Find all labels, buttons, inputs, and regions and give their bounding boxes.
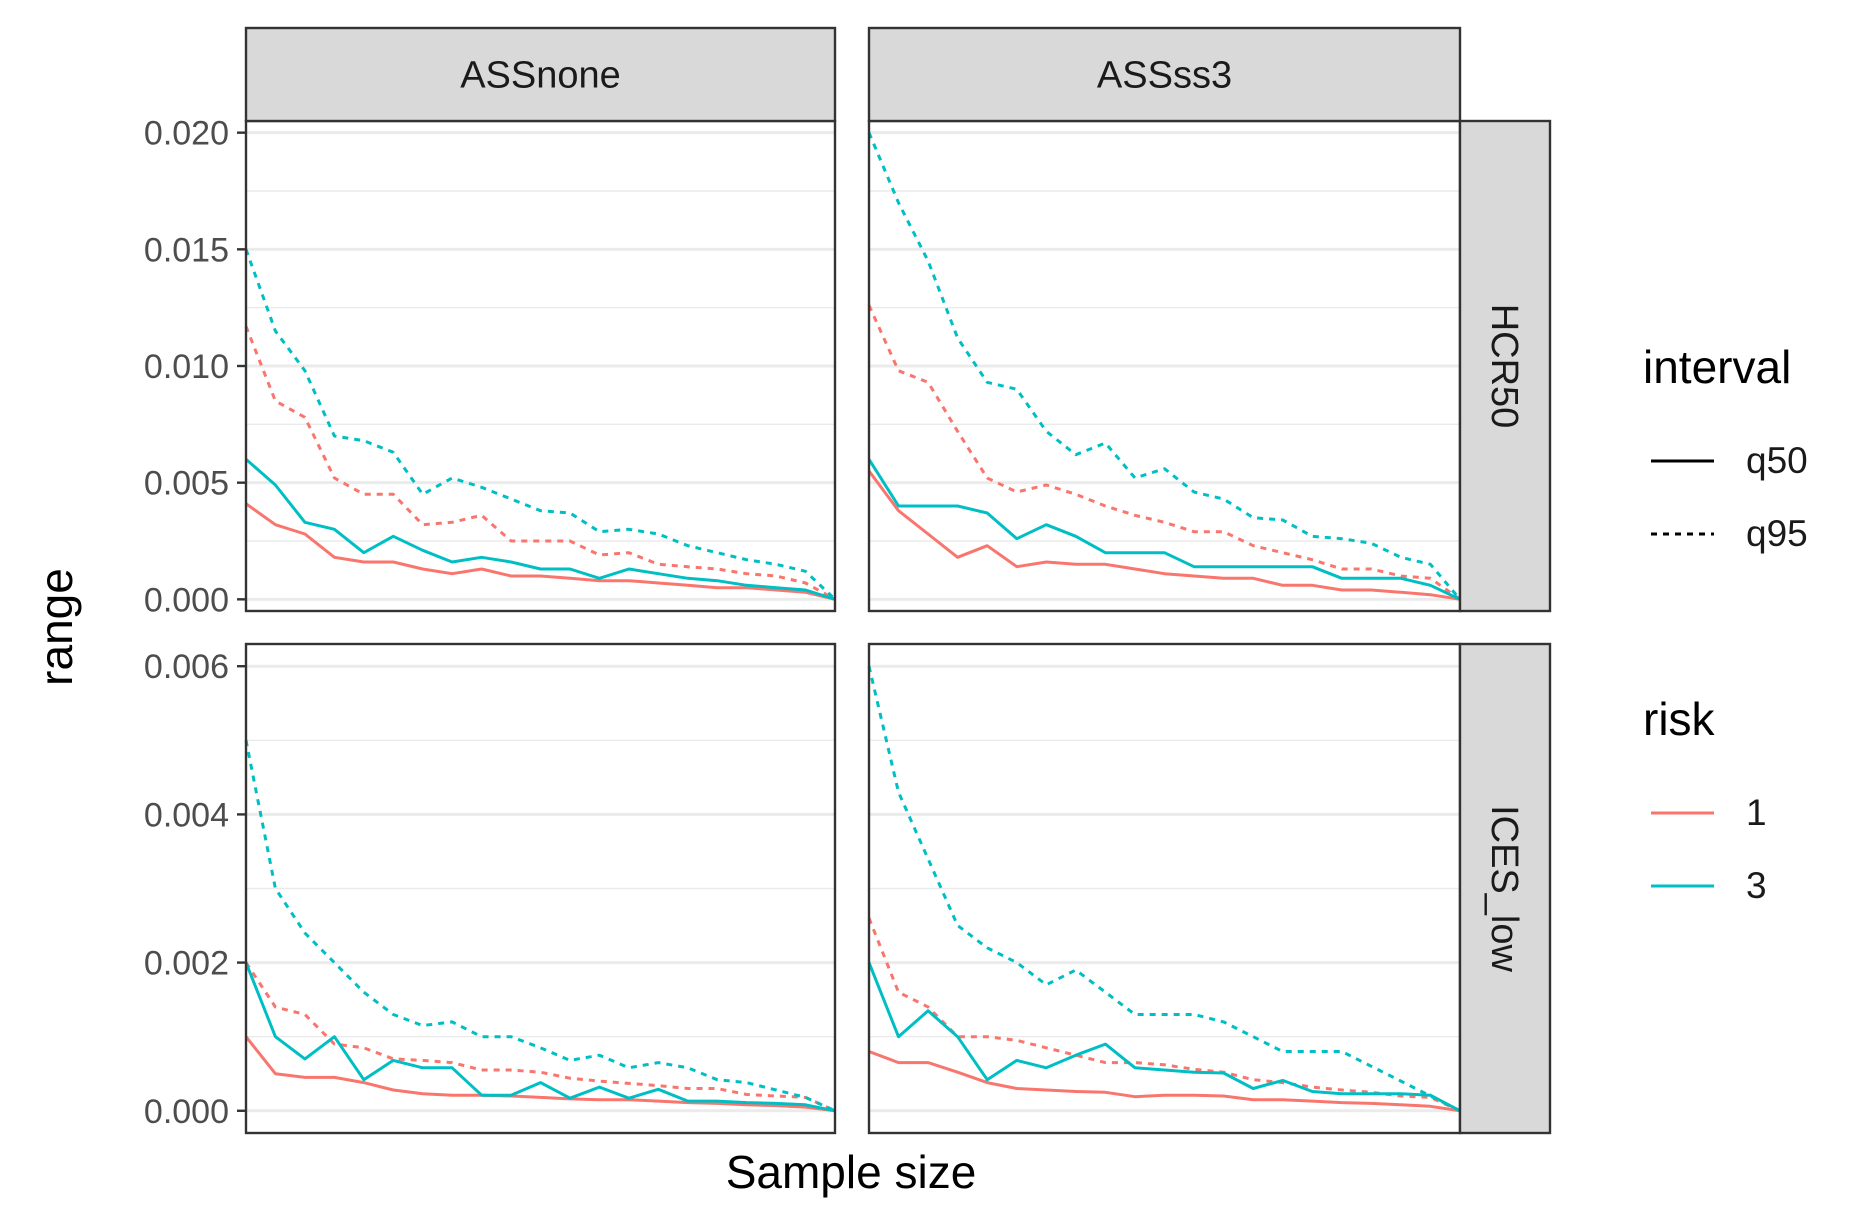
y-tick-label: 0.002 [144, 945, 229, 983]
y-axis-title: range [30, 568, 82, 686]
strip-label: HCR50 [1483, 304, 1525, 429]
series-line-risk3-q95 [244, 248, 837, 601]
series-line-risk3-q95 [244, 740, 836, 1113]
legend-risk: risk 1 3 [1643, 693, 1767, 906]
x-axis-title: Sample size [726, 1146, 977, 1198]
strip-background [244, 26, 837, 123]
y-tick-label: 0.000 [144, 1093, 229, 1131]
strip-row-hcr50: HCR50 [1458, 119, 1552, 613]
series-line-risk3-q50 [244, 962, 836, 1113]
series-line-risk1-q95 [867, 917, 1461, 1113]
legend-label: q95 [1746, 513, 1808, 554]
axes-layer: 0.000 0.005 0.010 0.015 0.020 0.000 0.002 0.004… [144, 115, 246, 1131]
y-tick-label: 0.006 [144, 648, 229, 686]
legend-title: risk [1643, 693, 1716, 745]
series-line-risk3-q95 [867, 665, 1461, 1113]
strip-label: ICES_low [1483, 805, 1525, 972]
series-line-risk3-q50 [867, 962, 1461, 1113]
series-line-risk1-q50 [868, 1050, 1461, 1113]
panels-layer [244, 119, 1462, 1135]
strip-label: ASSss3 [1097, 55, 1232, 97]
series-line-risk1-q95 [244, 961, 836, 1113]
series-line-risk1-q50 [867, 470, 1461, 601]
panel-border [244, 642, 837, 1135]
y-tick-label: 0.015 [144, 231, 229, 269]
strip-background [1458, 642, 1552, 1135]
y-tick-label: 0.010 [144, 348, 229, 386]
strip-label: ASSnone [460, 55, 621, 97]
y-tick-label: 0.005 [144, 465, 229, 503]
legend-interval: interval q50 q95 [1643, 341, 1808, 554]
strip-row-ices_low: ICES_low [1458, 642, 1552, 1135]
legend-label: 1 [1746, 792, 1767, 833]
strips-layer: ASSnone ASSss3 HCR50 ICES_low [244, 26, 1552, 1135]
panel-ices_low-assss3 [867, 642, 1462, 1135]
legend-label: q50 [1746, 440, 1808, 481]
legend-layer: interval q50 q95 risk 1 3 [1643, 341, 1808, 906]
panel-hcr50-assss3 [867, 119, 1462, 613]
legend-label: 3 [1746, 865, 1767, 906]
strip-background [1458, 119, 1552, 613]
series-line-risk3-q95 [867, 132, 1462, 601]
strip-col-assss3: ASSss3 [867, 26, 1462, 123]
series-line-risk3-q50 [867, 458, 1461, 601]
legend-title: interval [1643, 341, 1791, 393]
y-tick-label: 0.004 [144, 796, 229, 834]
strip-background [867, 26, 1462, 123]
panel-ices_low-assnone [244, 642, 837, 1135]
y-tick-label: 0.020 [144, 115, 229, 153]
series-line-risk1-q50 [244, 1035, 836, 1113]
series-line-risk1-q95 [244, 325, 836, 601]
panel-hcr50-assnone [244, 119, 837, 613]
y-tick-label: 0.000 [144, 581, 229, 619]
series-line-risk3-q50 [245, 458, 836, 601]
series-line-risk1-q50 [245, 502, 836, 601]
strip-col-assnone: ASSnone [244, 26, 837, 123]
